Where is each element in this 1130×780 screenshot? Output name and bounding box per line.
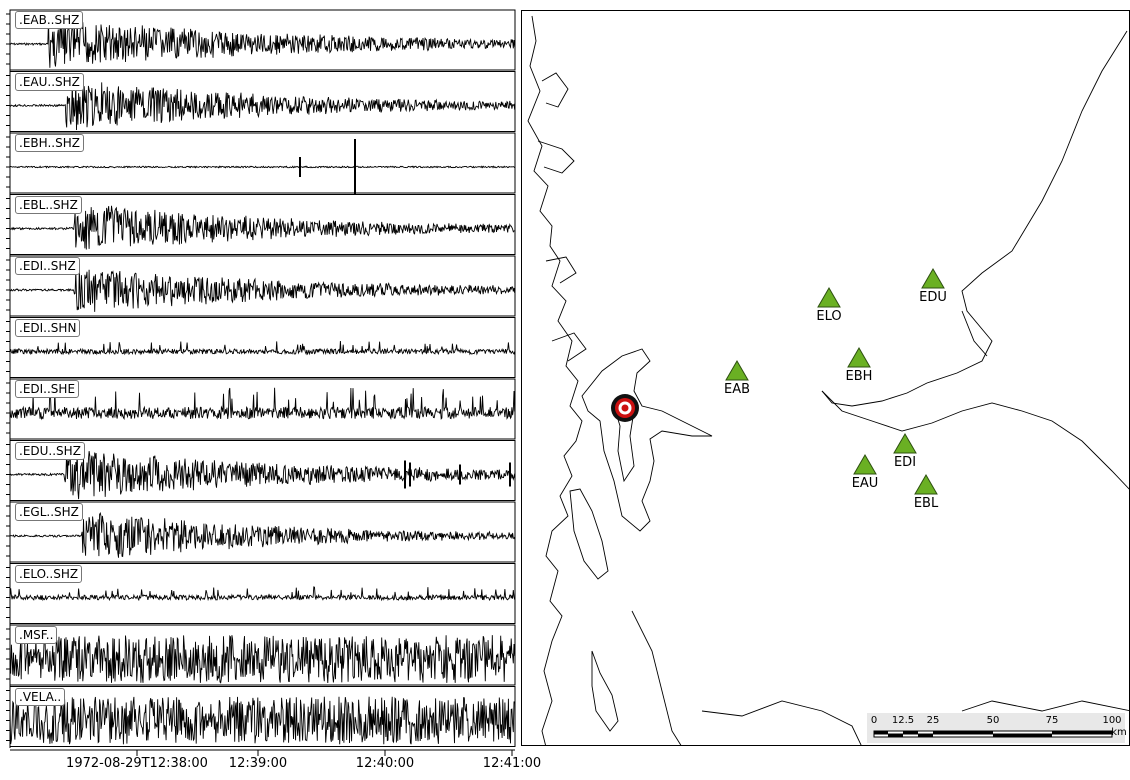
trace-label: .EDI..SHE [15,380,80,398]
seismogram-trace [9,696,516,745]
trace-frame [9,317,516,378]
seismogram-trace [9,267,516,312]
scale-unit-label: km [1111,727,1127,738]
station-triangle-icon [853,454,877,475]
coastline-map [527,15,1129,745]
trace-label: .EAU..SHZ [15,72,84,91]
trace-label: .EGL..SHZ [15,503,83,521]
coastline [821,390,1129,490]
coastline [701,700,862,745]
scale-bar [867,713,1125,743]
trace-label: .MSF.. [15,626,58,644]
trace-label: .EBL..SHZ [15,195,82,214]
coastline [821,30,1128,407]
coastline [527,15,583,745]
station-map: EDU ELO EBH EAB EDI EAU EBL 0 12.5 25 50 75 100 km [521,10,1130,746]
epicenter-icon [611,394,639,422]
station-label: EDI [893,455,917,470]
trace-frame [9,563,516,624]
time-tick-label: 12:40:00 [355,756,415,771]
seismogram-trace [9,512,516,558]
station-label: EAB [723,382,751,397]
seismogram-trace [9,19,516,68]
trace-label: .EDI..SHN [15,318,81,337]
station-label: ELO [816,309,842,324]
scale-tick-label: 12.5 [891,715,915,726]
seismogram-trace [9,387,516,421]
station-triangle-icon [817,287,841,308]
trace-frame [9,440,516,501]
scale-tick-label: 25 [926,715,940,726]
seismogram-trace [9,205,515,250]
station-label: EDU [919,290,947,305]
station-triangle-icon [893,433,917,454]
station-label: EAU [851,476,879,491]
waveform-plot [6,9,516,756]
trace-label: .EBH..SHZ [15,134,84,152]
station-triangle-icon [725,360,749,381]
seismogram-trace [9,448,516,500]
trace-label: .VELA.. [15,687,66,706]
coastline [631,610,682,745]
seismogram-trace [9,340,516,356]
coastline [581,348,713,532]
station-triangle-icon [914,474,938,495]
station-triangle-icon [847,347,871,368]
coastline [569,488,609,580]
scale-tick-label: 75 [1045,715,1059,726]
coastline [961,700,1129,712]
seismogram-trace [9,165,516,169]
coastline [541,72,569,108]
seismogram-trace [9,81,516,131]
scale-tick-label: 0 [870,715,878,726]
coastline [537,140,575,174]
coastline [545,256,577,284]
seismogram-trace [9,634,516,684]
trace-frame [9,71,516,132]
trace-label: .EDI..SHZ [15,257,80,275]
station-triangle-icon [921,268,945,289]
station-label: EBL [913,496,939,511]
trace-frame [9,255,516,317]
trace-frame [9,132,516,194]
time-tick-label: 1972-08-29T12:38:00 [66,756,208,771]
coastline [551,332,587,362]
trace-label: .EAB..SHZ [15,11,84,29]
scale-tick-label: 50 [986,715,1000,726]
coastline [591,650,619,732]
trace-frame [9,194,516,255]
trace-label: .ELO..SHZ [15,564,83,583]
time-tick-label: 12:39:00 [228,756,288,771]
trace-label: .EDU..SHZ [15,441,85,460]
waveform-panel: .EAB..SHZ .EAU..SHZ .EBH..SHZ .EBL..SHZ .EDI… [0,0,541,776]
trace-frame [9,9,516,71]
station-label: EBH [845,369,873,384]
trace-frame [9,501,516,563]
coastline [961,310,988,357]
scale-tick-label: 100 [1102,715,1122,726]
time-tick-label: 12:41:00 [482,756,542,771]
seismogram-trace [9,586,516,602]
